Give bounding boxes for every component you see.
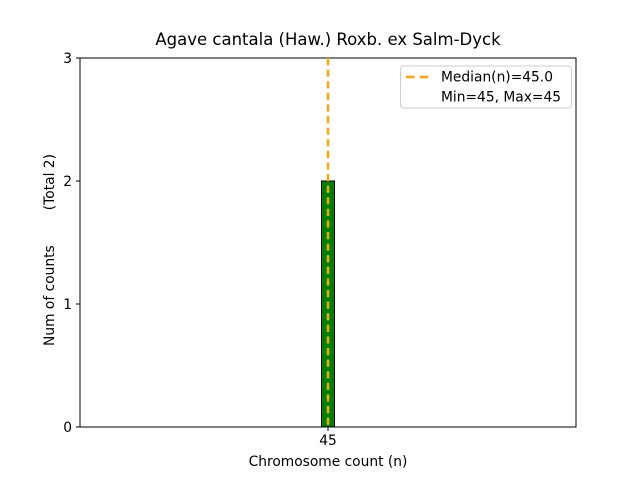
y-tick-label-0: 0 <box>63 420 72 436</box>
y-tick-label-3: 3 <box>63 51 72 67</box>
y-axis-ticks <box>76 57 80 428</box>
y-tick-label-2: 2 <box>63 174 72 190</box>
legend: Median(n)=45.0 Min=45, Max=45 <box>400 65 572 109</box>
legend-entry-minmax: Min=45, Max=45 <box>441 90 561 106</box>
legend-box <box>400 65 572 109</box>
y-axis-label: Num of counts (Total 2) <box>42 154 58 346</box>
y-tick-label-1: 1 <box>63 297 72 313</box>
x-tick-label-45: 45 <box>319 433 337 449</box>
chart-title: Agave cantala (Haw.) Roxb. ex Salm-Dyck <box>155 30 501 49</box>
x-axis-label: Chromosome count (n) <box>249 454 408 470</box>
legend-entry-median: Median(n)=45.0 <box>441 70 553 86</box>
